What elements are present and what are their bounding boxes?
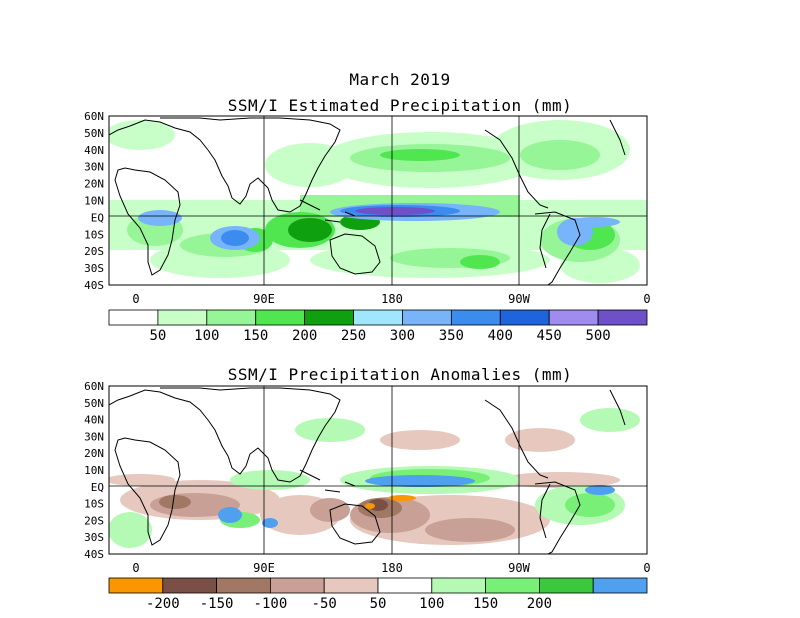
anomaly-colorbar-label: -150 [200,596,234,612]
anomaly-colorbar-label: 200 [527,596,552,612]
anomaly-lat-label: 30N [84,430,104,443]
anomaly-lon-label: 90W [508,561,530,575]
precip-lat-label: EQ [91,211,104,224]
precip-colorbar-swatch [353,309,403,326]
anomaly-lon-labels: 0 90E 180 90W 0 [132,561,650,575]
precip-lat-label: 20N [84,178,104,191]
anomaly-colorbar-label: -100 [254,596,288,612]
precip-lon-label: 0 [643,292,650,306]
precip-colorbar: 50 100 150 200 250 300 350 400 450 500 [108,309,648,344]
precip-lon-label: 180 [381,292,403,306]
anomaly-colorbar: -200 -150 -100 -50 50 100 150 200 [108,577,648,612]
anomaly-lat-label: 40S [84,548,104,561]
anomaly-colorbar-label: 150 [473,596,498,612]
precip-colorbar-label: 250 [341,328,366,344]
precip-colorbar-swatch [157,309,208,326]
anomaly-colorbar-swatch [431,577,486,594]
precip-map-title: SSM/I Estimated Precipitation (mm) [227,96,573,115]
anomaly-grid [109,386,647,554]
anomaly-colorbar-swatch [377,577,433,594]
precip-colorbar-swatch [499,309,550,326]
precip-lat-label: 30N [84,161,104,174]
precip-colorbar-swatch [450,309,501,326]
precip-colorbar-label: 400 [488,328,513,344]
precip-lon-label: 0 [132,292,139,306]
precip-lat-label: 40S [84,279,104,292]
anomaly-lat-label: 40N [84,414,104,427]
precip-coastlines [109,117,626,285]
precip-lat-label: 60N [84,110,104,123]
precip-grid [109,116,647,285]
anomaly-colorbar-label: 100 [419,596,444,612]
precip-colorbar-swatch [255,309,306,326]
precip-lat-label: 40N [84,144,104,157]
anomaly-field [109,408,640,548]
anomaly-lat-label: 60N [84,380,104,393]
anomaly-lat-labels: 60N 50N 40N 30N 20N 10N EQ 10S 20S 30S 40S [84,380,104,561]
precip-colorbar-label: 450 [537,328,562,344]
anomaly-map [108,385,648,555]
anomaly-lat-label: 10N [84,464,104,477]
anomaly-lon-label: 0 [643,561,650,575]
precip-lat-label: 50N [84,127,104,140]
anomaly-lat-label: EQ [91,481,104,494]
anomaly-colorbar-swatch [592,577,648,594]
anomaly-colorbar-swatch [216,577,271,594]
anomaly-colorbar-swatch [108,577,164,594]
anomaly-lon-label: 180 [381,561,403,575]
anomaly-lat-label: 50N [84,397,104,410]
map-date: March 2019 [349,70,451,89]
precip-map-frame [108,115,648,286]
anomaly-colorbar-swatch [269,577,325,594]
precip-lon-label: 90W [508,292,530,306]
precip-colorbar-swatch [108,309,159,326]
precip-colorbar-swatch [548,309,599,326]
precip-colorbar-label: 150 [243,328,268,344]
anomaly-lat-label: 20S [84,514,104,527]
precip-colorbar-label: 50 [149,328,166,344]
precip-lat-label: 10S [84,228,104,241]
anomaly-map-title: SSM/I Precipitation Anomalies (mm) [227,365,573,384]
anomaly-map-frame [108,385,648,555]
precip-colorbar-label: 350 [439,328,464,344]
precip-map [108,115,648,286]
anomaly-lat-label: 30S [84,531,104,544]
precip-colorbar-swatch [597,309,648,326]
precip-lat-labels: 60N 50N 40N 30N 20N 10N EQ 10S 20S 30S 40S [84,110,104,292]
anomaly-colorbar-swatch [162,577,218,594]
precip-lon-label: 90E [253,292,275,306]
anomaly-colorbar-label: 50 [370,596,387,612]
anomaly-colorbar-swatch [323,577,379,594]
precip-lon-labels: 0 90E 180 90W 0 [132,292,650,306]
anomaly-lon-label: 90E [253,561,275,575]
anomaly-colorbar-swatch [485,577,540,594]
precip-colorbar-label: 200 [292,328,317,344]
precip-lat-label: 20S [84,245,104,258]
anomaly-colorbar-label: -200 [146,596,180,612]
precip-colorbar-label: 300 [390,328,415,344]
anomaly-colorbar-label: -50 [312,596,337,612]
precip-lat-label: 10N [84,195,104,208]
precip-field [109,120,647,283]
precip-lat-label: 30S [84,262,104,275]
anomaly-lon-label: 0 [132,561,139,575]
anomaly-colorbar-swatch [539,577,594,594]
precip-colorbar-swatch [206,309,257,326]
anomaly-lat-label: 20N [84,447,104,460]
precip-colorbar-label: 500 [585,328,610,344]
precip-colorbar-swatch [304,309,354,326]
anomaly-lat-label: 10S [84,498,104,511]
anomaly-coastlines [109,387,626,554]
precip-colorbar-swatch [402,309,452,326]
precip-colorbar-label: 100 [194,328,219,344]
